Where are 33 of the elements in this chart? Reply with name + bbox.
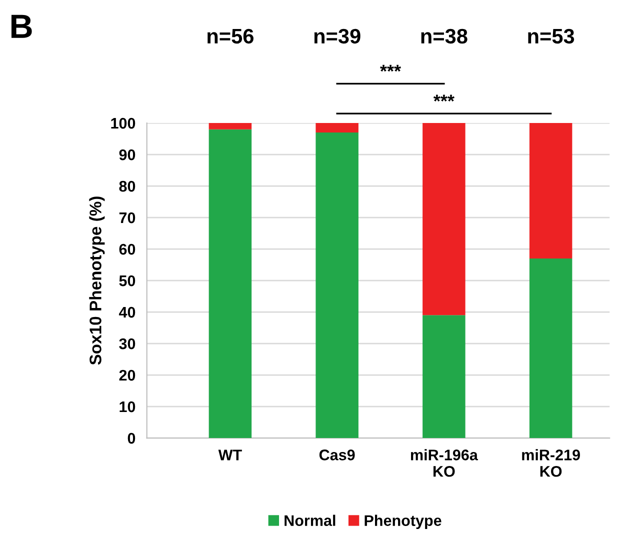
- y-tick-label: 0: [128, 432, 136, 444]
- text: ***: [433, 94, 454, 102]
- bar: [316, 132, 358, 438]
- y-tick-label: 20: [119, 370, 136, 381]
- text: n=53: [528, 28, 574, 44]
- y-tick-label: 100: [111, 118, 136, 129]
- y-tick-label: 30: [119, 338, 136, 350]
- bar: [529, 123, 572, 258]
- bar: [422, 123, 466, 316]
- bar: [208, 129, 252, 438]
- y-tick-label: 90: [119, 149, 136, 160]
- x-tick-label: WT: [218, 450, 242, 460]
- bar: [316, 123, 358, 132]
- text: n=56: [208, 28, 254, 44]
- text: n=39: [314, 28, 360, 44]
- bar: [208, 123, 252, 130]
- y-tick-label: 60: [119, 244, 136, 255]
- y-tick-label: 80: [119, 180, 136, 192]
- y-tick-label: 40: [118, 306, 136, 318]
- x-tick-label: miR-196a KO: [410, 449, 478, 477]
- text: B: [11, 14, 32, 38]
- bar: [422, 315, 466, 438]
- y-axis-title: Sox10 Phenotype (%): [89, 196, 105, 365]
- y-tick-label: 70: [119, 212, 136, 224]
- y-tick-label: 50: [119, 275, 136, 286]
- bar: [529, 258, 572, 438]
- legend-label: Normal: [284, 514, 336, 526]
- text: ***: [380, 64, 402, 72]
- x-tick-label: miR-219 KO: [522, 449, 580, 477]
- x-tick-label: Cas9: [319, 450, 355, 460]
- legend-label: Phenotype: [364, 514, 442, 530]
- y-tick-label: 10: [120, 401, 136, 412]
- text: n=38: [421, 28, 468, 44]
